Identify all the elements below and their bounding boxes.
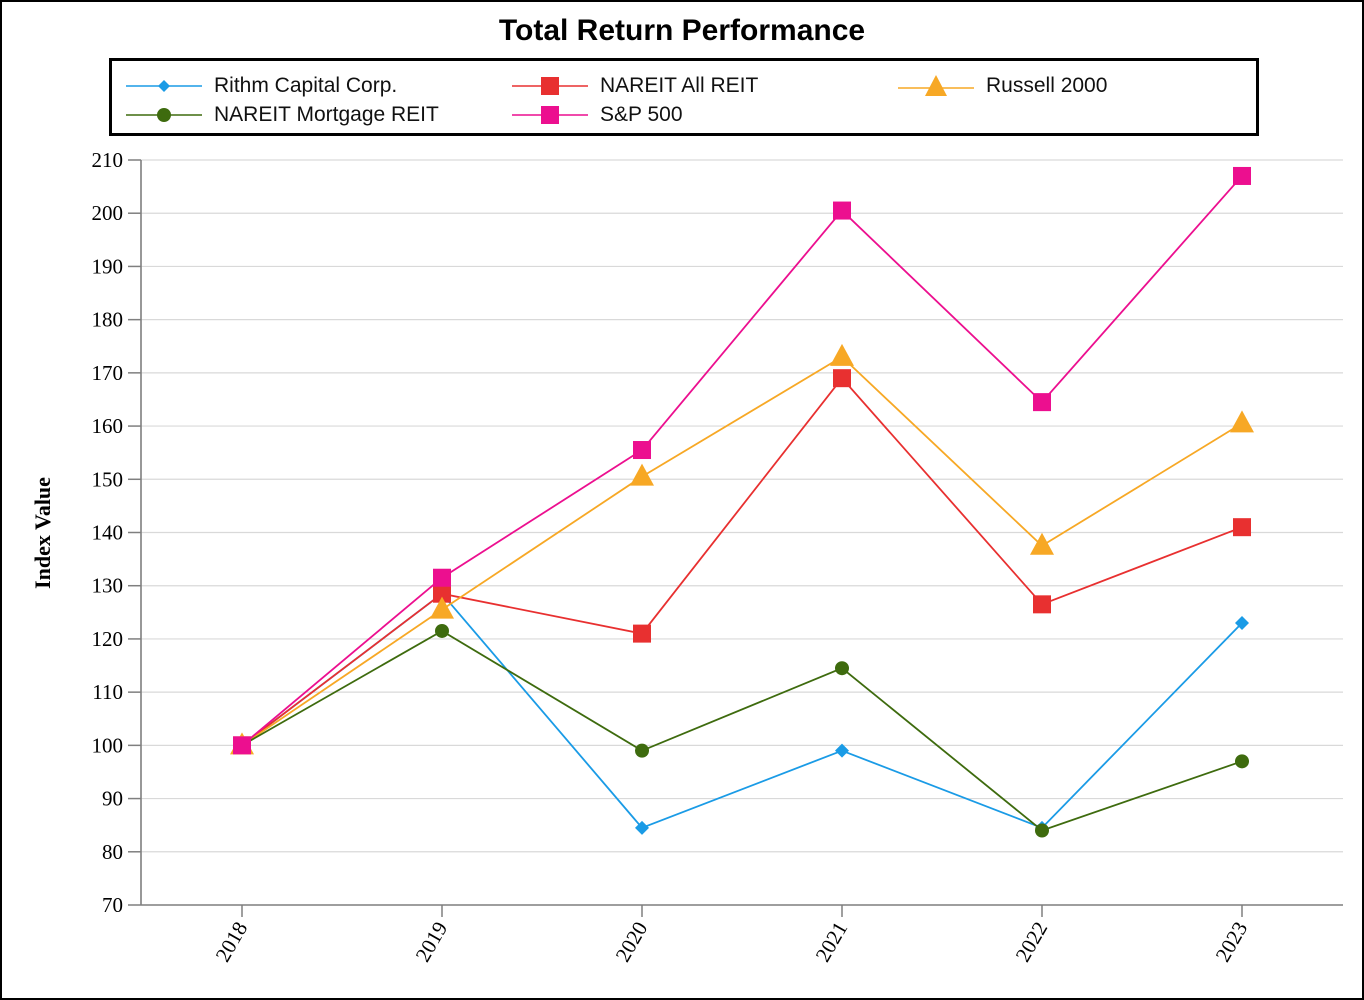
x-tick-label: 2019 xyxy=(411,918,453,966)
legend-label-sp500: S&P 500 xyxy=(600,103,683,126)
data-point-russell-2000 xyxy=(1230,410,1254,433)
series-line-nareit-all-reit xyxy=(241,376,1243,747)
data-point-nareit-all-reit xyxy=(1033,595,1051,614)
series-line-russell-2000 xyxy=(241,355,1243,747)
legend-item-sp500: S&P 500 xyxy=(510,102,683,128)
data-point-russell-2000 xyxy=(430,596,454,619)
data-point-nareit-all-reit xyxy=(633,624,651,643)
data-point-nareit-all-reit xyxy=(433,584,451,603)
x-tick-label: 2022 xyxy=(1011,918,1053,966)
data-point-nareit-all-reit xyxy=(833,369,851,388)
legend-marker-nareit-all xyxy=(512,77,588,95)
y-tick-label: 90 xyxy=(102,787,123,811)
y-tick-label: 150 xyxy=(92,467,124,491)
data-point-nareit-mortgage-reit xyxy=(1235,754,1249,769)
legend-label-rithm: Rithm Capital Corp. xyxy=(214,74,398,97)
x-tick-label: 2023 xyxy=(1211,918,1253,966)
legend-label-nareit-mortgage: NAREIT Mortgage REIT xyxy=(214,103,439,126)
data-point-rithm-capital-corp xyxy=(835,743,849,758)
series-line-rithm-capital-corp xyxy=(241,592,1243,829)
data-point-russell-2000 xyxy=(1030,532,1054,555)
legend-marker-sp500 xyxy=(512,106,588,124)
series-line-nareit-mortgage-reit xyxy=(241,629,1243,832)
legend-label-russell: Russell 2000 xyxy=(986,74,1108,97)
data-point-nareit-mortgage-reit xyxy=(835,661,849,676)
y-tick-label: 100 xyxy=(92,733,124,757)
data-point-s-p-500 xyxy=(633,441,651,460)
y-tick-label: 160 xyxy=(92,414,124,438)
y-tick-label: 120 xyxy=(92,627,124,651)
y-tick-label: 140 xyxy=(92,521,124,545)
legend-marker-nareit-mortgage xyxy=(126,108,202,122)
y-tick-label: 180 xyxy=(92,308,124,332)
x-tick-label: 2021 xyxy=(811,918,853,966)
x-tick-label: 2020 xyxy=(611,918,653,966)
y-tick-label: 130 xyxy=(92,574,124,598)
y-tick-label: 200 xyxy=(92,201,124,225)
data-point-s-p-500 xyxy=(233,736,251,755)
data-point-s-p-500 xyxy=(1033,393,1051,412)
legend-item-nareit-mortgage: NAREIT Mortgage REIT xyxy=(124,102,439,128)
y-tick-label: 70 xyxy=(102,893,123,917)
y-tick-label: 190 xyxy=(92,254,124,278)
data-point-nareit-mortgage-reit xyxy=(1035,823,1049,838)
data-point-nareit-mortgage-reit xyxy=(435,623,449,638)
series-line-s-p-500 xyxy=(241,175,1243,747)
data-point-rithm-capital-corp xyxy=(1235,615,1249,630)
data-point-nareit-mortgage-reit xyxy=(635,743,649,758)
x-tick-label: 2018 xyxy=(211,918,253,966)
data-point-s-p-500 xyxy=(833,201,851,220)
data-point-nareit-all-reit xyxy=(1233,518,1251,537)
data-point-russell-2000 xyxy=(830,343,854,366)
legend-marker-russell xyxy=(898,75,974,96)
y-tick-label: 110 xyxy=(92,680,123,704)
data-point-russell-2000 xyxy=(630,463,654,486)
chart-title: Total Return Performance xyxy=(498,14,866,47)
y-tick-label: 210 xyxy=(92,148,124,172)
y-tick-label: 170 xyxy=(92,361,124,385)
data-point-rithm-capital-corp xyxy=(635,820,649,835)
legend-label-nareit-all: NAREIT All REIT xyxy=(600,74,759,97)
legend-item-nareit-all: NAREIT All REIT xyxy=(510,73,758,99)
legend-marker-rithm xyxy=(126,80,202,92)
data-point-s-p-500 xyxy=(1233,166,1251,185)
data-point-s-p-500 xyxy=(433,568,451,587)
legend: Rithm Capital Corp. NAREIT All REIT Russ… xyxy=(109,58,1259,136)
legend-item-rithm: Rithm Capital Corp. xyxy=(124,73,397,99)
legend-item-russell: Russell 2000 xyxy=(896,73,1107,99)
y-tick-label: 80 xyxy=(102,840,123,864)
